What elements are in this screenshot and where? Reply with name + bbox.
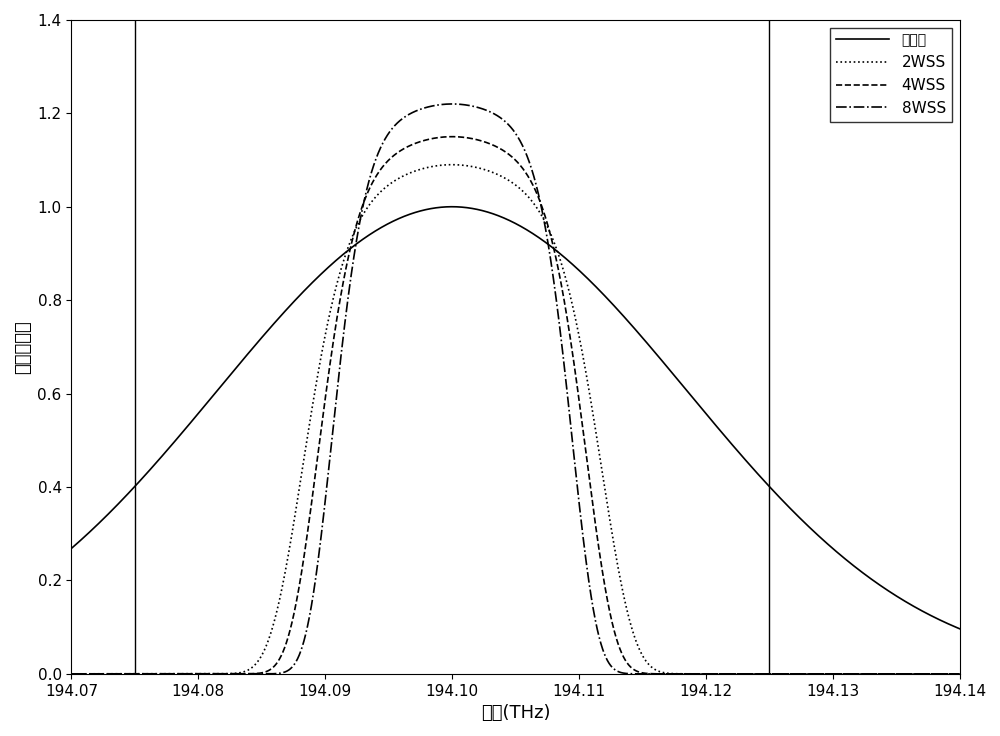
2WSS	[954, 670, 966, 679]
2WSS	[405, 169, 417, 177]
Legend: 原始谱, 2WSS, 4WSS, 8WSS: 原始谱, 2WSS, 4WSS, 8WSS	[830, 27, 952, 121]
8WSS	[405, 109, 417, 118]
Line: 4WSS: 4WSS	[71, 137, 960, 674]
2WSS	[446, 160, 458, 169]
2WSS	[796, 670, 808, 679]
8WSS	[446, 99, 458, 108]
8WSS	[643, 670, 655, 679]
原始谱	[598, 291, 610, 300]
8WSS	[65, 670, 77, 679]
4WSS	[871, 670, 883, 679]
2WSS	[227, 669, 239, 678]
Line: 2WSS: 2WSS	[71, 165, 960, 674]
X-axis label: 频率(THz): 频率(THz)	[481, 704, 550, 722]
2WSS	[728, 670, 740, 679]
2WSS	[65, 670, 77, 679]
Y-axis label: 归一化功率: 归一化功率	[14, 320, 32, 374]
4WSS	[65, 670, 77, 679]
原始谱	[405, 210, 417, 219]
2WSS	[924, 670, 936, 679]
原始谱	[728, 443, 740, 452]
4WSS	[446, 132, 458, 141]
8WSS	[227, 670, 239, 679]
8WSS	[728, 670, 740, 679]
4WSS	[954, 670, 966, 679]
8WSS	[796, 670, 808, 679]
4WSS	[643, 669, 655, 678]
原始谱	[643, 341, 655, 350]
4WSS	[796, 670, 808, 679]
4WSS	[405, 141, 417, 149]
2WSS	[598, 481, 610, 489]
Line: 原始谱: 原始谱	[71, 207, 960, 629]
原始谱	[227, 367, 239, 376]
4WSS	[598, 578, 610, 587]
4WSS	[728, 670, 740, 679]
8WSS	[954, 670, 966, 679]
原始谱	[65, 544, 77, 553]
原始谱	[796, 515, 808, 524]
4WSS	[227, 670, 239, 679]
2WSS	[643, 660, 655, 669]
原始谱	[446, 202, 458, 211]
8WSS	[598, 649, 610, 658]
Line: 8WSS: 8WSS	[71, 104, 960, 674]
原始谱	[954, 624, 966, 633]
